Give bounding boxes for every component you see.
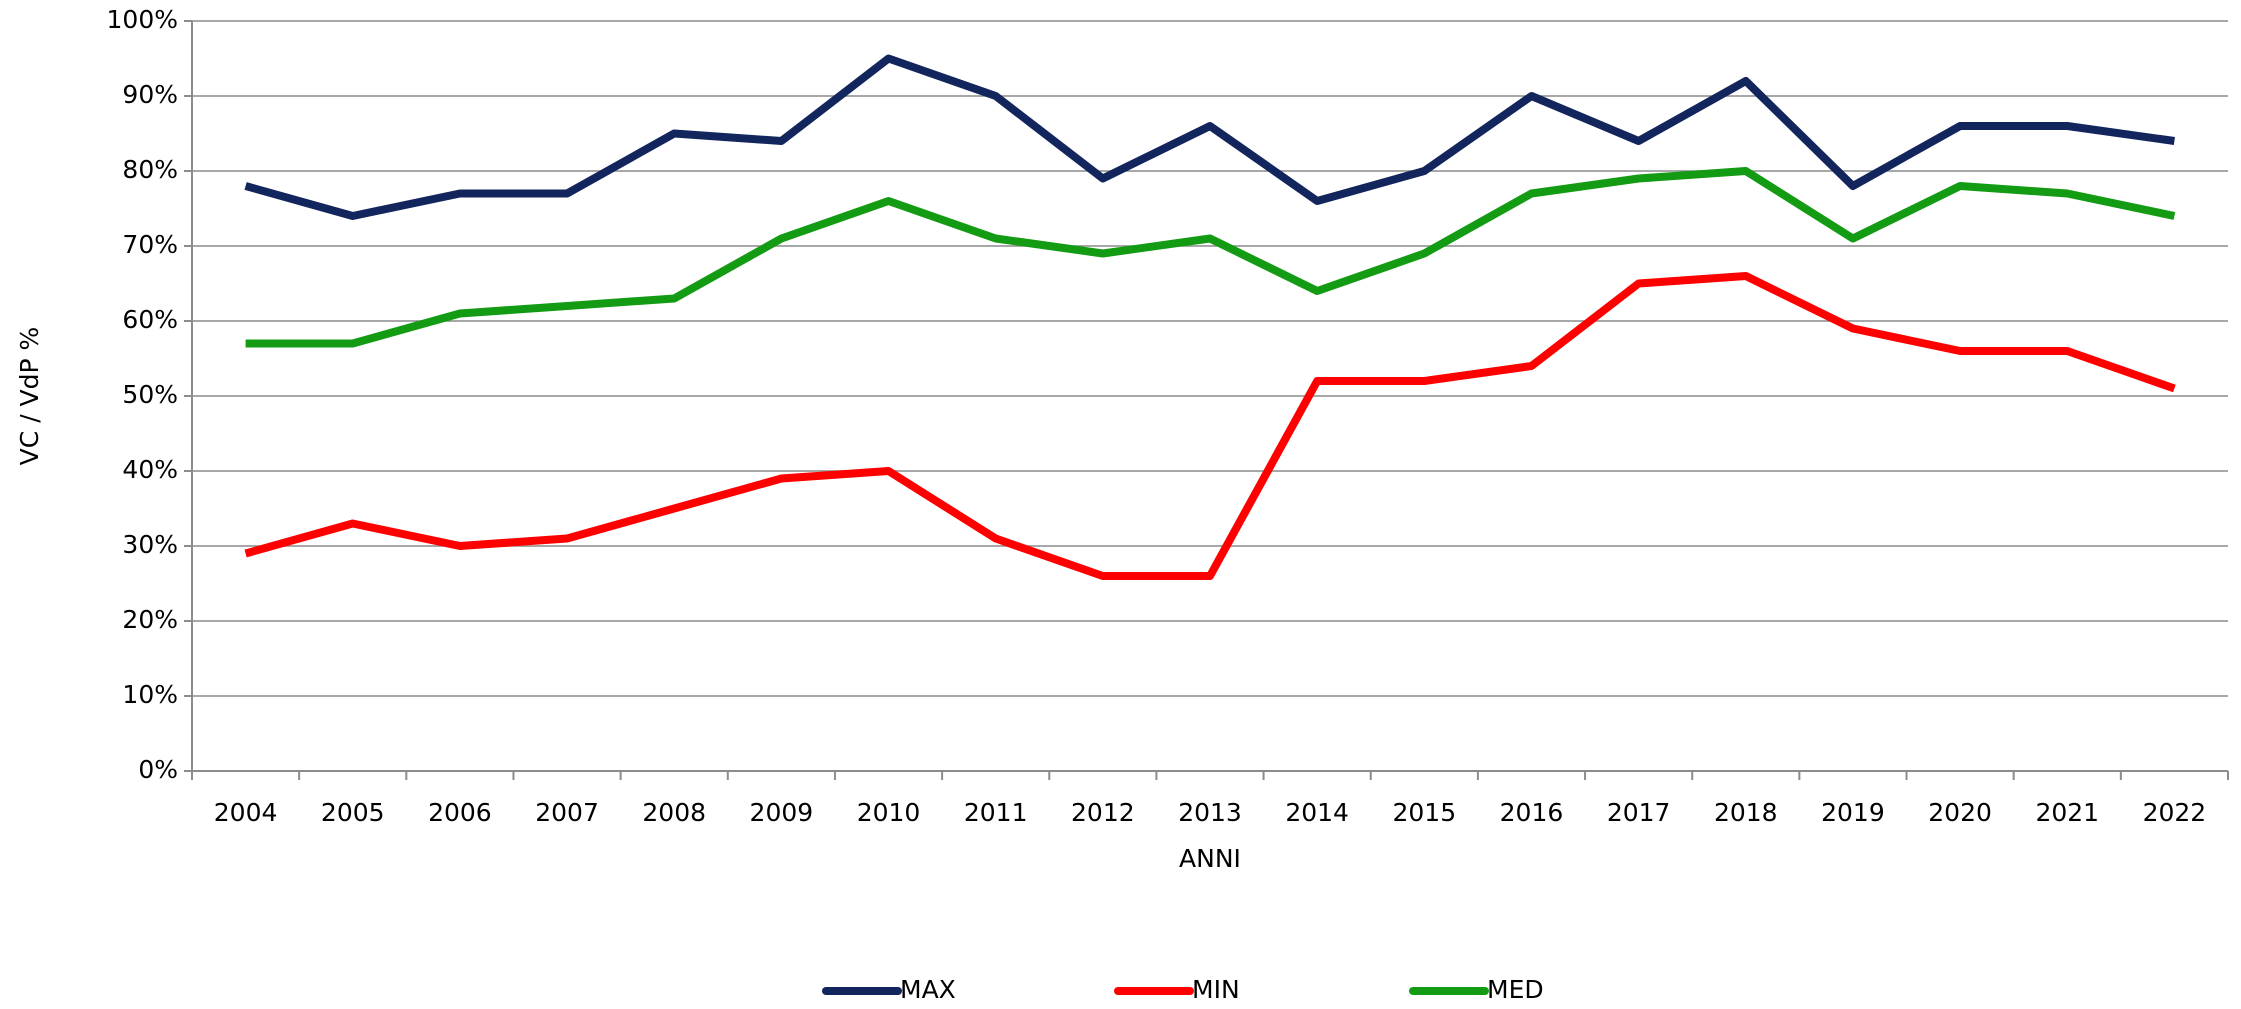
x-tick-label: 2017	[1607, 798, 1671, 827]
x-tick-label: 2018	[1714, 798, 1778, 827]
x-tick-label: 2011	[964, 798, 1028, 827]
x-tick-label: 2009	[750, 798, 814, 827]
x-tick-label: 2015	[1393, 798, 1457, 827]
y-tick-label: 0%	[138, 755, 178, 784]
y-axis-label: VC / VdP %	[15, 327, 44, 466]
series-line	[245, 167, 2176, 348]
x-tick-label: 2008	[642, 798, 706, 827]
x-tick-label: 2005	[321, 798, 385, 827]
y-tick-label: 30%	[122, 530, 178, 559]
y-tick-label: 60%	[122, 305, 178, 334]
y-tick-label: 40%	[122, 455, 178, 484]
x-tick-label: 2004	[214, 798, 278, 827]
legend-label: MED	[1487, 975, 1544, 1004]
x-tick-label: 2016	[1500, 798, 1564, 827]
x-tick-label: 2012	[1071, 798, 1135, 827]
y-tick-label: 90%	[122, 80, 178, 109]
y-tick-label: 20%	[122, 605, 178, 634]
x-tick-label: 2021	[2035, 798, 2099, 827]
y-tick-label: 10%	[122, 680, 178, 709]
y-tick-label: 80%	[122, 155, 178, 184]
legend-label: MAX	[900, 975, 956, 1004]
x-tick-label: 2022	[2143, 798, 2207, 827]
x-tick-label: 2013	[1178, 798, 1242, 827]
x-tick-label: 2007	[535, 798, 599, 827]
y-tick-label: 100%	[107, 5, 178, 34]
x-tick-label: 2010	[857, 798, 921, 827]
x-tick-label: 2020	[1928, 798, 1992, 827]
y-tick-label: 50%	[122, 380, 178, 409]
x-tick-label: 2019	[1821, 798, 1885, 827]
x-tick-label: 2014	[1285, 798, 1349, 827]
x-axis-label: ANNI	[1179, 844, 1241, 873]
series-line	[244, 272, 2176, 580]
x-tick-label: 2006	[428, 798, 492, 827]
series-line	[244, 54, 2175, 220]
y-tick-label: 70%	[122, 230, 178, 259]
legend-label: MIN	[1192, 975, 1240, 1004]
